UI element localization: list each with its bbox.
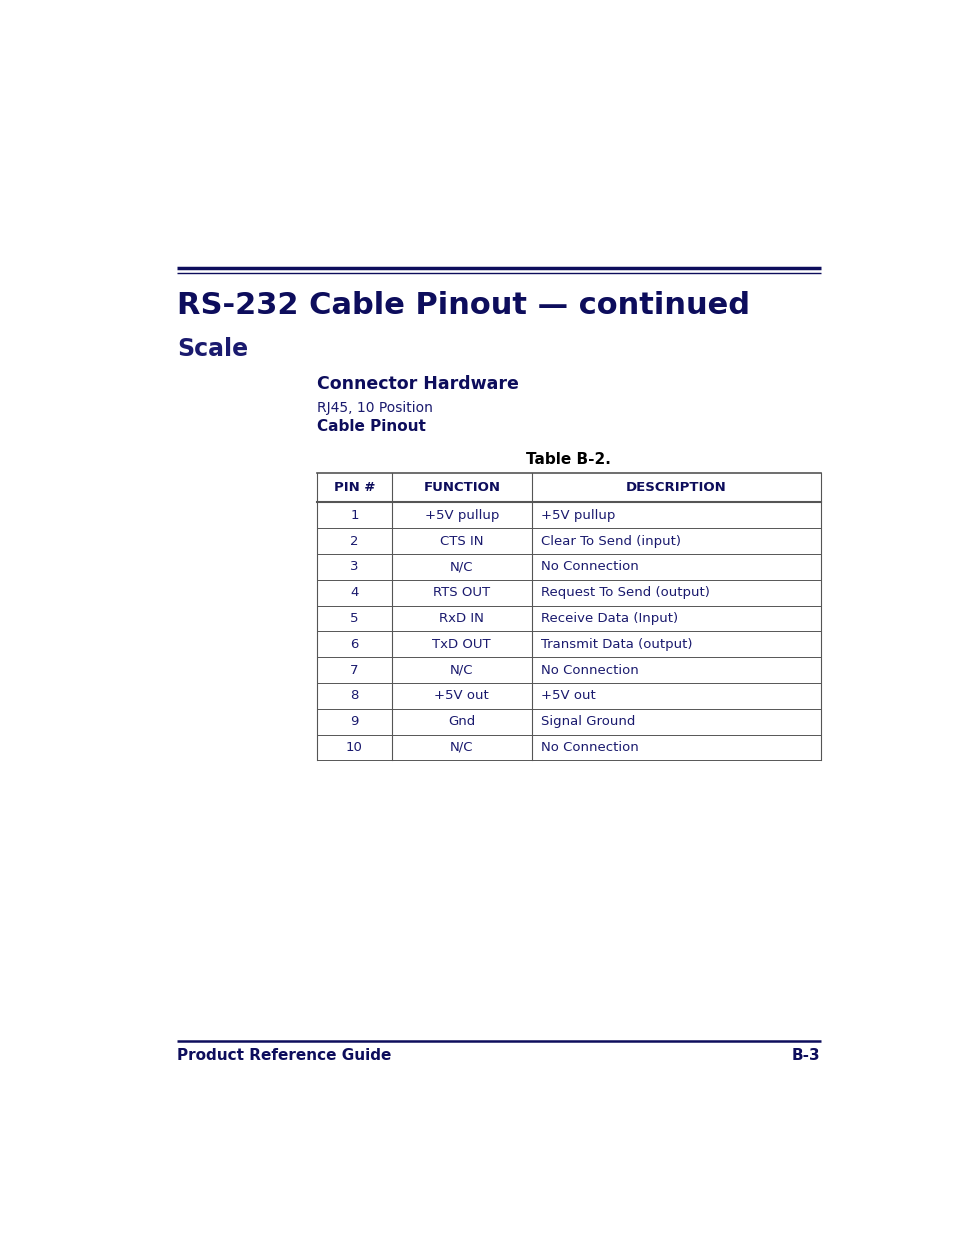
Text: Cable Pinout: Cable Pinout bbox=[316, 419, 425, 435]
Text: 10: 10 bbox=[346, 741, 362, 753]
Text: PIN #: PIN # bbox=[334, 482, 375, 494]
Text: No Connection: No Connection bbox=[540, 561, 638, 573]
Text: DESCRIPTION: DESCRIPTION bbox=[625, 482, 725, 494]
Text: No Connection: No Connection bbox=[540, 663, 638, 677]
Text: Signal Ground: Signal Ground bbox=[540, 715, 635, 729]
Text: Scale: Scale bbox=[177, 337, 248, 361]
Text: 7: 7 bbox=[350, 663, 358, 677]
Text: No Connection: No Connection bbox=[540, 741, 638, 753]
Text: Product Reference Guide: Product Reference Guide bbox=[177, 1047, 392, 1062]
Text: Gnd: Gnd bbox=[448, 715, 475, 729]
Text: 9: 9 bbox=[350, 715, 358, 729]
Text: RJ45, 10 Position: RJ45, 10 Position bbox=[316, 401, 433, 415]
Text: 2: 2 bbox=[350, 535, 358, 547]
Text: Connector Hardware: Connector Hardware bbox=[316, 375, 518, 394]
Text: 1: 1 bbox=[350, 509, 358, 522]
Text: Transmit Data (output): Transmit Data (output) bbox=[540, 637, 692, 651]
Text: +5V out: +5V out bbox=[540, 689, 595, 703]
Text: Receive Data (Input): Receive Data (Input) bbox=[540, 613, 678, 625]
Text: +5V pullup: +5V pullup bbox=[540, 509, 615, 522]
Text: 3: 3 bbox=[350, 561, 358, 573]
Text: +5V out: +5V out bbox=[434, 689, 489, 703]
Text: 5: 5 bbox=[350, 613, 358, 625]
Text: TxD OUT: TxD OUT bbox=[432, 637, 491, 651]
Text: 8: 8 bbox=[350, 689, 358, 703]
Text: Request To Send (output): Request To Send (output) bbox=[540, 587, 709, 599]
Text: Table B-2.: Table B-2. bbox=[526, 452, 611, 467]
Text: RS-232 Cable Pinout — continued: RS-232 Cable Pinout — continued bbox=[177, 290, 750, 320]
Text: N/C: N/C bbox=[450, 741, 473, 753]
Text: N/C: N/C bbox=[450, 663, 473, 677]
Text: FUNCTION: FUNCTION bbox=[423, 482, 499, 494]
Text: 4: 4 bbox=[350, 587, 358, 599]
Text: 6: 6 bbox=[350, 637, 358, 651]
Text: N/C: N/C bbox=[450, 561, 473, 573]
Text: +5V pullup: +5V pullup bbox=[424, 509, 498, 522]
Text: CTS IN: CTS IN bbox=[439, 535, 483, 547]
Text: Clear To Send (input): Clear To Send (input) bbox=[540, 535, 680, 547]
Text: RTS OUT: RTS OUT bbox=[433, 587, 490, 599]
Text: RxD IN: RxD IN bbox=[439, 613, 484, 625]
Text: B-3: B-3 bbox=[791, 1047, 820, 1062]
